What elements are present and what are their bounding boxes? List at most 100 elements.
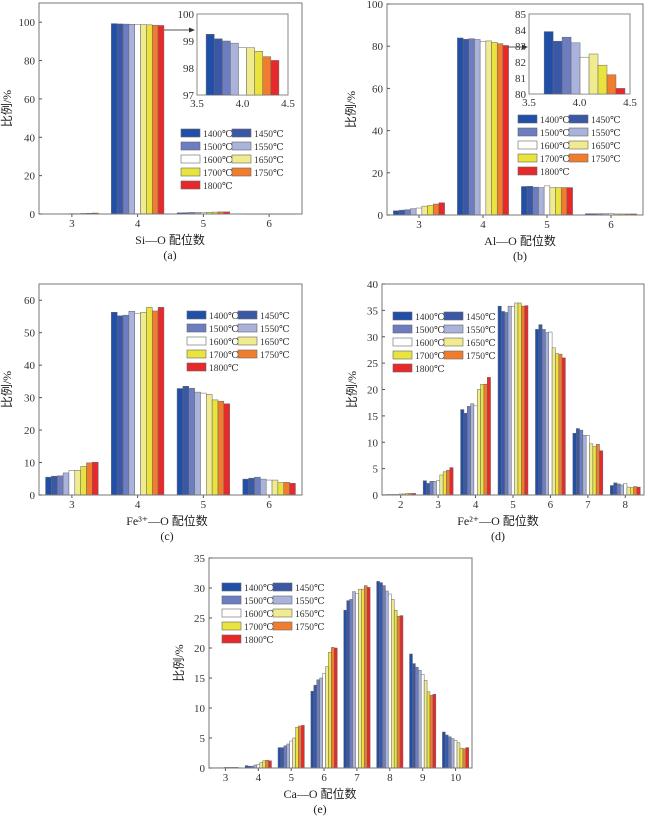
- bar-6-3: [319, 677, 323, 769]
- y-tick-label: 60: [24, 94, 36, 106]
- legend-swatch: [186, 310, 207, 320]
- bar-6-4: [548, 331, 553, 496]
- y-tick-label: 20: [24, 425, 36, 437]
- legend-swatch: [221, 634, 242, 644]
- legend-swatch: [517, 153, 538, 163]
- y-tick-label: 25: [194, 613, 206, 625]
- inset-chart: 3.5 4.0 4.5 97 98 99 100: [164, 9, 295, 110]
- bar-10-4: [453, 740, 458, 769]
- legend-label: 1400℃: [244, 584, 274, 594]
- x-tick-label: 4: [256, 772, 262, 784]
- bar-4-2: [467, 406, 471, 496]
- bar-7-6: [592, 446, 597, 496]
- bar-6-7: [558, 353, 563, 496]
- x-tick-label: 5: [544, 219, 550, 231]
- x-tick-label: 2: [398, 499, 404, 511]
- bar-10-1: [445, 734, 449, 769]
- bar-9-7: [429, 695, 434, 769]
- legend-swatch: [272, 595, 293, 605]
- y-tick-label: 60: [372, 83, 384, 95]
- y-tick-label: 20: [372, 168, 384, 180]
- bar-9-5: [423, 680, 428, 769]
- bar-3-6: [442, 471, 447, 496]
- bar-5-3: [194, 391, 201, 496]
- bar-10-6: [459, 747, 464, 769]
- inset-x-tick-label: 4.0: [236, 98, 250, 110]
- bar-6-1: [313, 684, 318, 769]
- bar-3-2: [404, 209, 411, 216]
- bar-5-2: [532, 186, 539, 216]
- y-tick-label: 0: [373, 490, 379, 502]
- x-tick-label: 9: [420, 772, 426, 784]
- x-tick-label: 6: [321, 772, 327, 784]
- x-tick-label: 6: [266, 218, 272, 230]
- bar-8-5: [391, 599, 395, 769]
- y-axis-label: 比例/%: [0, 371, 14, 408]
- bar-3-8: [449, 467, 454, 496]
- bar-3-4: [68, 470, 76, 496]
- bar-6-1: [538, 324, 543, 496]
- legend-swatch: [272, 608, 293, 618]
- inset-x-tick-label: 4.5: [623, 97, 637, 109]
- inset-bar-8: [615, 88, 626, 95]
- bar-4-0: [457, 37, 464, 216]
- inset-bar-6: [254, 51, 263, 96]
- bar-8-7: [633, 486, 638, 496]
- bar-4-4: [134, 312, 141, 496]
- bar-3-0: [422, 480, 427, 496]
- bar-10-7: [462, 748, 467, 769]
- bar-4-4: [479, 41, 487, 216]
- bar-6-5: [271, 479, 279, 496]
- bar-5-0: [176, 388, 184, 496]
- legend-label: 1600℃: [209, 338, 239, 348]
- legend: 1400℃ 1450℃ 1500℃ 1550℃ 1600℃ 1650℃ 1700℃ 1750℃…: [517, 114, 621, 178]
- y-axis-label: 比例/%: [345, 371, 359, 408]
- bar-4-8: [157, 25, 165, 215]
- bar-7-5: [358, 588, 362, 769]
- y-tick-label: 80: [372, 41, 384, 53]
- bar-5-0: [497, 305, 502, 496]
- bar-3-4: [415, 207, 423, 216]
- bar-6-0: [535, 329, 540, 496]
- bar-5-0: [277, 747, 282, 769]
- bar-3-3: [432, 481, 437, 496]
- bar-5-2: [504, 312, 509, 496]
- bar-4-1: [116, 23, 124, 215]
- bar-4-8: [268, 760, 272, 769]
- legend-swatch: [517, 166, 538, 176]
- bar-8-8: [636, 486, 641, 496]
- y-tick-label: 0: [30, 209, 36, 221]
- legend-label: 1600℃: [244, 610, 274, 620]
- bar-7-8: [599, 450, 604, 496]
- bar-5-0: [521, 186, 528, 216]
- legend-label: 1400℃: [203, 130, 233, 140]
- bar-10-3: [450, 738, 455, 769]
- bar-6-6: [277, 482, 284, 496]
- legend-label: 1800℃: [415, 365, 445, 375]
- x-axis-label: Fe²⁺—O 配位数: [457, 513, 539, 528]
- bar-8-7: [396, 615, 401, 769]
- bar-3-2: [57, 475, 64, 496]
- legend-swatch: [237, 310, 258, 320]
- bar-8-6: [630, 487, 634, 496]
- y-tick-label: 25: [367, 358, 379, 370]
- legend-swatch: [517, 140, 538, 150]
- bar-4-7: [265, 759, 269, 769]
- inset-bar-5: [588, 53, 599, 95]
- bar-5-3: [507, 305, 512, 496]
- legend-label: 1550℃: [591, 129, 621, 139]
- y-tick-label: 100: [367, 0, 384, 11]
- bar-5-5: [292, 737, 296, 769]
- legend-label: 1700℃: [415, 352, 445, 362]
- legend-swatch: [392, 350, 413, 360]
- y-tick-label: 10: [194, 703, 206, 715]
- legend-label: 1650℃: [295, 610, 325, 620]
- y-tick-label: 60: [24, 295, 36, 307]
- y-tick-label: 20: [194, 643, 206, 655]
- bar-8-2: [616, 483, 621, 496]
- x-tick-label: 6: [608, 219, 614, 231]
- bar-4-7: [151, 310, 159, 496]
- legend-label: 1500℃: [540, 129, 570, 139]
- legend-swatch: [186, 323, 207, 333]
- bar-7-2: [349, 599, 353, 769]
